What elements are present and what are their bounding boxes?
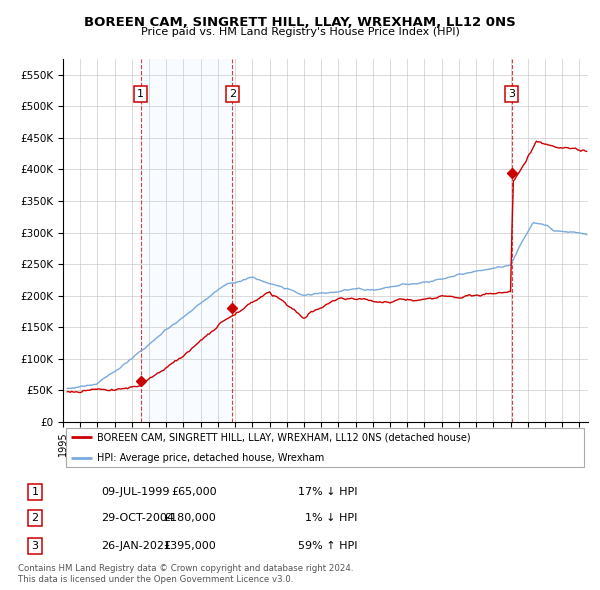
Text: 17% ↓ HPI: 17% ↓ HPI bbox=[298, 487, 358, 497]
Text: 09-JUL-1999: 09-JUL-1999 bbox=[101, 487, 170, 497]
Text: 3: 3 bbox=[32, 541, 38, 551]
Text: 1: 1 bbox=[32, 487, 38, 497]
Text: £180,000: £180,000 bbox=[164, 513, 217, 523]
Text: 59% ↑ HPI: 59% ↑ HPI bbox=[298, 541, 358, 551]
FancyBboxPatch shape bbox=[65, 428, 584, 467]
Text: 1: 1 bbox=[137, 88, 145, 99]
Text: Contains HM Land Registry data © Crown copyright and database right 2024.: Contains HM Land Registry data © Crown c… bbox=[18, 565, 353, 573]
Text: £395,000: £395,000 bbox=[164, 541, 217, 551]
Text: This data is licensed under the Open Government Licence v3.0.: This data is licensed under the Open Gov… bbox=[18, 575, 293, 584]
Text: Price paid vs. HM Land Registry's House Price Index (HPI): Price paid vs. HM Land Registry's House … bbox=[140, 27, 460, 37]
Text: 2: 2 bbox=[31, 513, 38, 523]
Text: 26-JAN-2021: 26-JAN-2021 bbox=[101, 541, 171, 551]
Text: 1% ↓ HPI: 1% ↓ HPI bbox=[305, 513, 358, 523]
Text: 3: 3 bbox=[508, 88, 515, 99]
Text: 29-OCT-2004: 29-OCT-2004 bbox=[101, 513, 174, 523]
Text: BOREEN CAM, SINGRETT HILL, LLAY, WREXHAM, LL12 0NS (detached house): BOREEN CAM, SINGRETT HILL, LLAY, WREXHAM… bbox=[97, 432, 471, 442]
Text: 2: 2 bbox=[229, 88, 236, 99]
Text: HPI: Average price, detached house, Wrexham: HPI: Average price, detached house, Wrex… bbox=[97, 454, 325, 463]
Text: BOREEN CAM, SINGRETT HILL, LLAY, WREXHAM, LL12 0NS: BOREEN CAM, SINGRETT HILL, LLAY, WREXHAM… bbox=[84, 16, 516, 29]
Bar bbox=[141, 59, 232, 422]
Text: £65,000: £65,000 bbox=[171, 487, 217, 497]
